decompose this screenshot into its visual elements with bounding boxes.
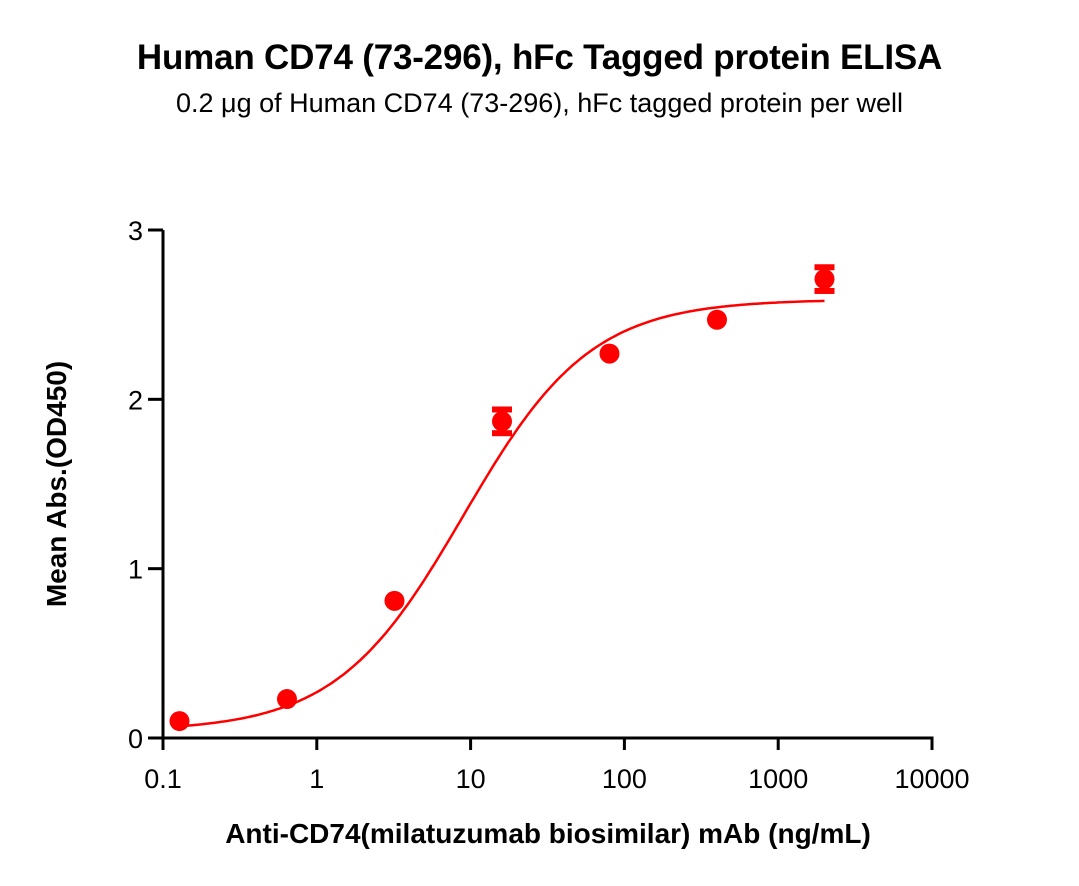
x-tick-label: 10 (456, 764, 486, 794)
data-point (384, 590, 405, 611)
error-cap (491, 430, 512, 437)
y-tick-label: 1 (128, 555, 143, 585)
y-tick-label: 0 (128, 724, 143, 754)
error-cap (491, 406, 512, 413)
data-point (599, 343, 620, 364)
data-point (491, 406, 512, 437)
fit-curve (179, 299, 825, 728)
marker-circle (814, 269, 835, 290)
y-axis-title: Mean Abs.(OD450) (41, 361, 72, 607)
error-cap (814, 264, 835, 271)
marker-circle (384, 590, 405, 611)
marker-circle (491, 411, 512, 432)
x-axis-title: Anti-CD74(milatuzumab biosimilar) mAb (n… (225, 818, 871, 849)
y-tick-label: 3 (128, 216, 143, 246)
chart-title: Human CD74 (73-296), hFc Tagged protein … (136, 38, 943, 77)
chart-subtitle: 0.2 μg of Human CD74 (73-296), hFc tagge… (176, 88, 903, 118)
marker-circle (276, 689, 297, 710)
data-point (814, 264, 835, 294)
data-point (276, 689, 297, 710)
data-point (169, 711, 190, 732)
fit-curve-line (179, 299, 825, 728)
y-tick-label: 2 (128, 385, 143, 415)
x-tick-label: 10000 (894, 764, 969, 794)
x-tick-label: 100 (602, 764, 647, 794)
marker-circle (599, 343, 620, 364)
data-points (169, 264, 835, 732)
marker-circle (706, 309, 727, 330)
data-point (706, 309, 727, 330)
x-tick-label: 1 (309, 764, 324, 794)
error-cap (814, 287, 835, 294)
x-tick-label: 0.1 (144, 764, 182, 794)
axes: 0 1 2 3 0.1 1 10 100 1000 10000 (128, 216, 970, 794)
marker-circle (169, 711, 190, 732)
x-tick-label: 1000 (748, 764, 808, 794)
